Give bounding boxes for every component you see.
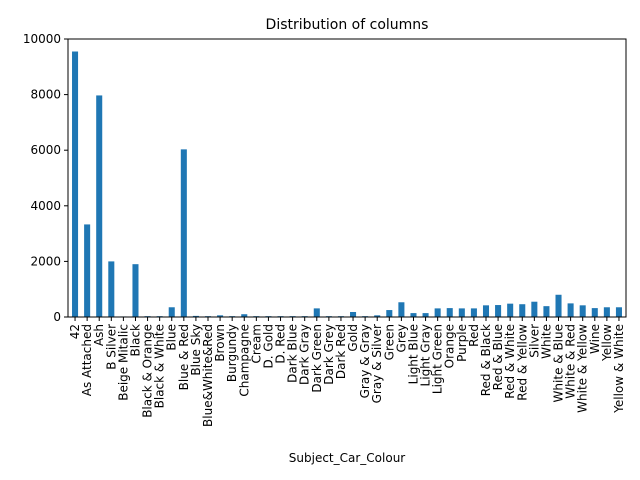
- bar-2: [96, 95, 103, 318]
- bar-0: [72, 51, 79, 317]
- y-tick-label-1: 2000: [30, 254, 61, 268]
- bar-33: [470, 308, 477, 317]
- x-tick-label-14: Champagne: [237, 324, 251, 397]
- bar-3: [108, 261, 115, 317]
- bar-25: [374, 315, 381, 317]
- y-tick-label-3: 6000: [30, 143, 61, 157]
- x-tick-label-8: Blue: [165, 324, 179, 351]
- x-tick-label-19: Dark Gray: [298, 324, 312, 385]
- x-tick-label-36: Red & White: [503, 324, 517, 399]
- x-tick-label-22: Dark Red: [334, 324, 348, 379]
- x-tick-label-18: Dark Blue: [286, 324, 300, 383]
- x-tick-label-38: Silver: [527, 324, 541, 358]
- x-tick-label-31: Orange: [443, 324, 457, 368]
- x-tick-label-41: White & Red: [564, 324, 578, 399]
- bar-31: [446, 308, 453, 317]
- bar-29: [422, 313, 429, 317]
- x-tick-label-23: Gold: [346, 324, 360, 352]
- x-tick-label-1: As Attached: [80, 324, 94, 396]
- bar-32: [458, 308, 465, 317]
- plot-frame: [67, 38, 627, 318]
- x-tick-label-39: White: [539, 324, 553, 359]
- x-tick-label-21: Dark Grey: [322, 324, 336, 385]
- x-tick-label-32: Purple: [455, 324, 469, 362]
- y-tick-label-2: 4000: [30, 199, 61, 213]
- x-tick-label-11: Blue&White&Red: [201, 324, 215, 427]
- bar-44: [603, 307, 610, 317]
- bar-41: [567, 303, 574, 317]
- y-tick-label-5: 10000: [23, 32, 61, 46]
- bar-45: [615, 307, 622, 317]
- bar-27: [398, 302, 405, 317]
- bar-37: [519, 304, 526, 317]
- x-tick-label-26: Green: [382, 324, 396, 360]
- x-tick-label-20: Dark Green: [310, 324, 324, 393]
- x-tick-label-9: Blue & Red: [177, 324, 191, 390]
- x-tick-label-34: Red & Black: [479, 324, 493, 396]
- bar-14: [241, 314, 248, 317]
- x-tick-label-5: Black: [128, 324, 142, 357]
- bar-10: [192, 315, 199, 317]
- bar-1: [84, 224, 91, 317]
- x-tick-label-2: Ash: [92, 324, 106, 346]
- x-tick-label-33: Red: [467, 324, 481, 347]
- x-tick-label-37: Red & Yellow: [515, 324, 529, 401]
- chart-title: Distribution of columns: [266, 17, 429, 33]
- x-tick-label-24: Gray & Gray: [358, 324, 372, 398]
- bar-30: [434, 308, 441, 317]
- x-tick-label-0: 42: [68, 324, 82, 339]
- bar-5: [132, 264, 139, 317]
- x-tick-label-44: Yellow: [600, 324, 614, 362]
- bar-23: [350, 311, 357, 317]
- bar-9: [180, 149, 187, 317]
- x-tick-label-10: Blue Sky: [189, 324, 203, 376]
- x-tick-label-29: Light Gray: [419, 324, 433, 386]
- bar-20: [313, 308, 320, 317]
- x-tick-label-16: D. Gold: [261, 324, 275, 368]
- bar-26: [386, 310, 393, 317]
- y-axis: 0 2000 4000 6000 8000 10000: [23, 32, 68, 324]
- x-tick-label-13: Burgundy: [225, 324, 239, 382]
- x-tick-label-7: Black & White: [153, 324, 167, 408]
- x-tick-label-40: White & Blue: [552, 324, 566, 402]
- x-tick-label-35: Red & Blue: [491, 324, 505, 390]
- x-tick-label-28: Light Blue: [406, 324, 420, 384]
- x-tick-label-17: D. Red: [274, 324, 288, 364]
- x-tick-label-42: White & Yellow: [576, 324, 590, 413]
- y-tick-label-0: 0: [53, 310, 61, 324]
- bar-34: [482, 305, 490, 317]
- bar-35: [495, 305, 502, 317]
- x-tick-label-45: Yellow & White: [612, 324, 626, 414]
- bar-12: [217, 315, 224, 317]
- x-tick-label-3: B Silver: [104, 324, 118, 370]
- x-tick-label-30: Light Green: [431, 324, 445, 394]
- x-tick-label-25: Gray & Silver: [370, 324, 384, 403]
- x-axis-label: Subject_Car_Colour: [289, 451, 406, 465]
- bar-42: [579, 305, 586, 317]
- bar-8: [168, 307, 175, 317]
- bar-28: [410, 313, 417, 317]
- bar-38: [531, 301, 538, 317]
- x-tick-label-12: Brown: [213, 324, 227, 362]
- bar-39: [543, 306, 550, 317]
- x-tick-label-4: Beige Mitalic: [116, 324, 130, 401]
- y-tick-label-4: 8000: [30, 88, 61, 102]
- bar-43: [591, 308, 598, 317]
- bars-group: [72, 51, 622, 318]
- x-tick-label-15: Cream: [249, 324, 263, 363]
- x-tick-label-27: Grey: [394, 324, 408, 352]
- x-tick-label-6: Black & Orange: [141, 324, 155, 418]
- bar-36: [507, 303, 514, 317]
- bar-40: [555, 294, 562, 317]
- x-tick-label-43: Wine: [588, 324, 602, 354]
